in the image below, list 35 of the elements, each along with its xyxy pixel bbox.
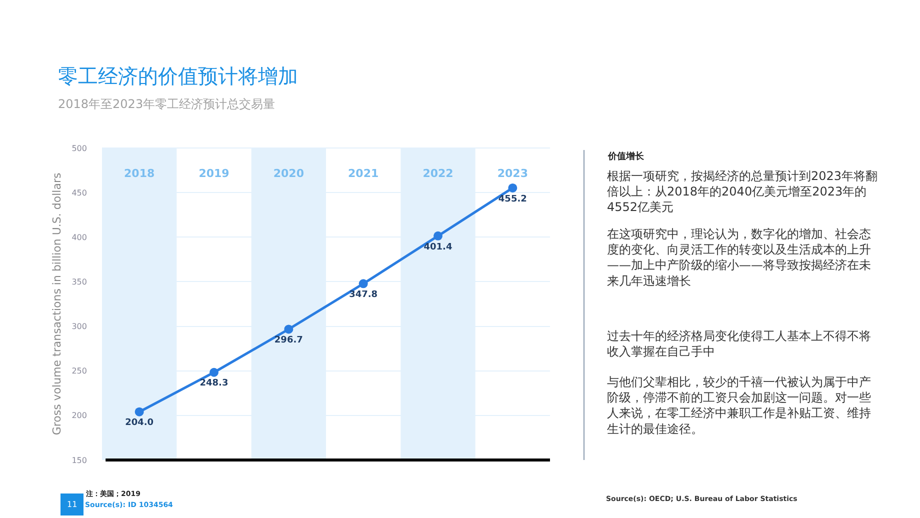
x-tick-label: 2021 [348, 167, 379, 180]
x-tick-label: 2023 [497, 167, 528, 180]
text: 401.4 [424, 242, 452, 252]
x-tick-label: 2019 [198, 167, 230, 180]
x-tick-label: 2020 [273, 167, 304, 180]
y-axis-title: Gross volume transactions in billion U.S. dollars [50, 172, 64, 436]
point [210, 368, 218, 377]
text: 在这项研究中，理论认为，数字化的增加、社会态度的变化、向灵活工作的转变以及生活成本的上升——加上中产阶级的缩小——将导致按揭经济在未来几年迅速增长 [607, 227, 871, 288]
x-tick-label: 2022 [422, 167, 454, 180]
chart-subtitle: 2018年至2023年零工经济预计总交易量 [58, 97, 276, 111]
point [134, 407, 144, 416]
y-tick-label: 400 [72, 232, 87, 242]
text: 过去十年的经济格局变化使得工人基本上不得不将收入掌握在自己手中 [607, 329, 871, 359]
point [508, 183, 518, 192]
text: 455.2 [498, 194, 527, 204]
point [434, 231, 442, 240]
chart-title: 零工经济的价值预计将增加 [58, 64, 298, 88]
text: 296.7 [274, 336, 303, 346]
y-tick-label: 250 [72, 366, 87, 376]
point [358, 279, 368, 288]
y-tick-label: 150 [72, 456, 87, 465]
text: 根据一项研究，按揭经济的总量预计到2023年将翻倍以上：从2018年的2040亿美元增至2023年的4552亿美元 [607, 169, 878, 214]
text: 与他们父辈相比，较少的千禧一代被认为属于中产阶级，停滞不前的工资只会加剧这一问题。对一些人来说，在零工经济中兼职工作是补贴工资、维持生计的最佳途径。 [607, 375, 871, 436]
y-tick-label: 500 [72, 144, 87, 153]
text: 248.3 [200, 378, 228, 389]
y-tick-label: 450 [72, 188, 87, 198]
text: 347.8 [349, 290, 378, 300]
y-tick-label: 300 [72, 322, 87, 332]
y-tick-label: 200 [72, 411, 87, 420]
point [284, 324, 294, 334]
text: 11 [67, 500, 78, 509]
text: 204.0 [125, 418, 154, 428]
x-tick-label: 2018 [124, 167, 155, 180]
text: 价值增长 [607, 151, 645, 162]
y-tick-label: 350 [72, 278, 87, 287]
